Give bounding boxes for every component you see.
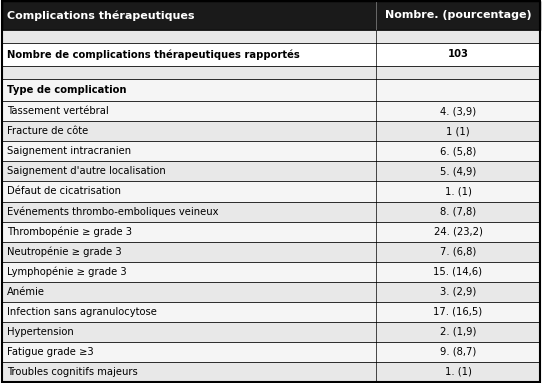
Text: Anémie: Anémie	[7, 287, 45, 297]
Bar	[2, 222, 540, 242]
Text: 24. (23,2): 24. (23,2)	[434, 227, 482, 237]
Text: Défaut de cicatrisation: Défaut de cicatrisation	[7, 187, 121, 196]
Text: Nombre de complications thérapeutiques rapportés: Nombre de complications thérapeutiques r…	[7, 49, 300, 60]
Bar	[2, 342, 540, 362]
Bar	[2, 121, 540, 141]
Bar	[2, 65, 540, 79]
Bar	[2, 1, 540, 30]
Text: 4. (3,9): 4. (3,9)	[440, 106, 476, 116]
Text: Complications thérapeutiques: Complications thérapeutiques	[7, 10, 195, 21]
Bar	[2, 201, 540, 222]
Text: 1. (1): 1. (1)	[444, 367, 472, 377]
Text: Nombre. (pourcentage): Nombre. (pourcentage)	[385, 10, 531, 20]
Text: 9. (8,7): 9. (8,7)	[440, 347, 476, 357]
Text: Hypertension: Hypertension	[7, 327, 74, 337]
Text: Evénements thrombo-emboliques veineux: Evénements thrombo-emboliques veineux	[7, 206, 218, 217]
Bar	[2, 262, 540, 282]
Text: 17. (16,5): 17. (16,5)	[434, 307, 482, 317]
Bar	[2, 302, 540, 322]
Text: Troubles cognitifs majeurs: Troubles cognitifs majeurs	[7, 367, 138, 377]
Text: Thrombopénie ≥ grade 3: Thrombopénie ≥ grade 3	[7, 226, 132, 237]
Bar	[2, 322, 540, 342]
Bar	[2, 43, 540, 65]
Text: 7. (6,8): 7. (6,8)	[440, 247, 476, 257]
Text: Saignement intracranien: Saignement intracranien	[7, 146, 131, 156]
Text: Fatigue grade ≥3: Fatigue grade ≥3	[7, 347, 94, 357]
Bar	[2, 30, 540, 43]
Bar	[2, 79, 540, 101]
Text: 2. (1,9): 2. (1,9)	[440, 327, 476, 337]
Text: 103: 103	[448, 49, 468, 59]
Text: Lymphopénie ≥ grade 3: Lymphopénie ≥ grade 3	[7, 267, 127, 277]
Text: Infection sans agranulocytose: Infection sans agranulocytose	[7, 307, 157, 317]
Text: 5. (4,9): 5. (4,9)	[440, 167, 476, 177]
Text: Type de complication: Type de complication	[7, 85, 126, 95]
Bar	[2, 282, 540, 302]
Text: 1 (1): 1 (1)	[446, 126, 470, 136]
Text: Tassement vertébral: Tassement vertébral	[7, 106, 109, 116]
Text: 1. (1): 1. (1)	[444, 187, 472, 196]
Bar	[2, 182, 540, 201]
Text: 3. (2,9): 3. (2,9)	[440, 287, 476, 297]
Bar	[2, 101, 540, 121]
Bar	[2, 242, 540, 262]
Text: Neutropénie ≥ grade 3: Neutropénie ≥ grade 3	[7, 246, 121, 257]
Text: 15. (14,6): 15. (14,6)	[434, 267, 482, 277]
Text: Fracture de côte: Fracture de côte	[7, 126, 88, 136]
Bar	[2, 161, 540, 182]
Text: 6. (5,8): 6. (5,8)	[440, 146, 476, 156]
Bar	[2, 141, 540, 161]
Text: 8. (7,8): 8. (7,8)	[440, 206, 476, 216]
Text: Saignement d'autre localisation: Saignement d'autre localisation	[7, 167, 166, 177]
Bar	[2, 362, 540, 382]
